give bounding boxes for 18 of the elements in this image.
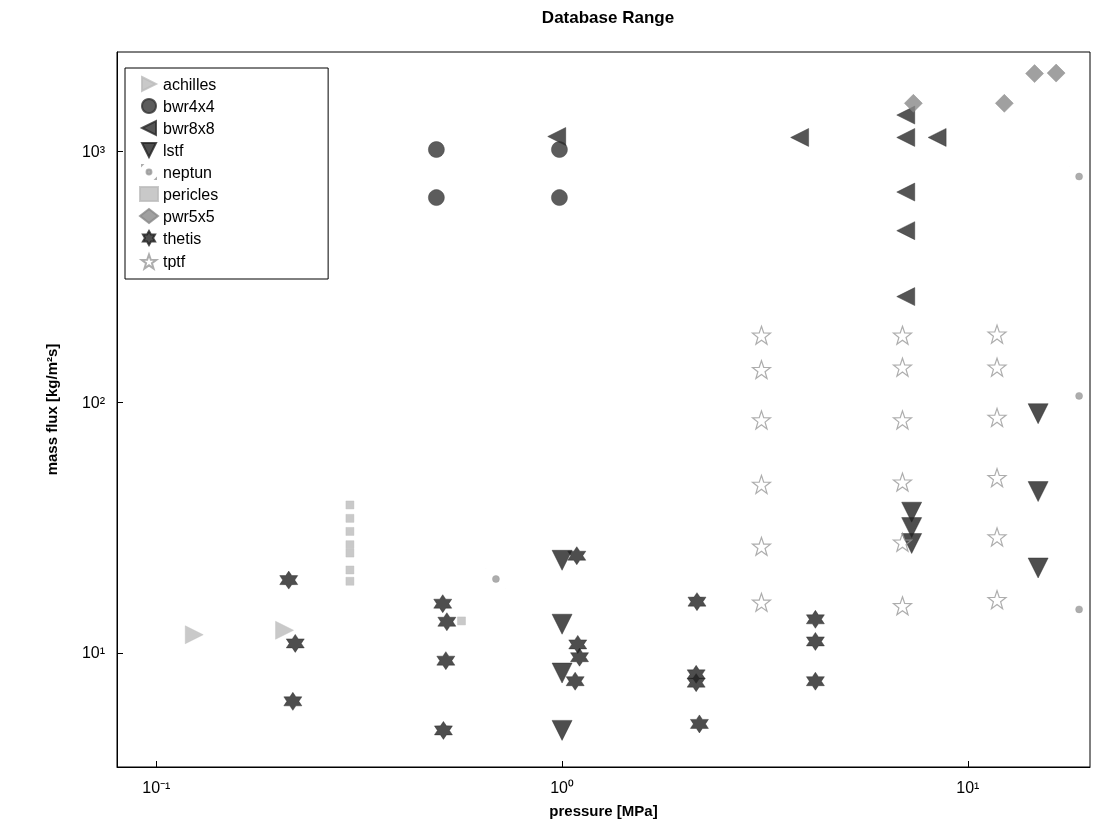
x-axis-title: pressure [MPa] [549, 802, 658, 819]
y-tick-label: 10¹ [81, 644, 105, 662]
x-tick-label: 10¹ [956, 778, 980, 796]
legend-label: lstf [163, 141, 184, 159]
legend-label: bwr8x8 [163, 119, 215, 137]
x-tick-label: 10⁻¹ [142, 778, 171, 796]
chart-title: Database Range [541, 8, 675, 27]
y-axis-title: mass flux [kg/m²s] [43, 343, 60, 476]
legend-label: pericles [163, 185, 219, 203]
legend-label: achilles [163, 75, 217, 93]
legend-label: bwr4x4 [163, 97, 215, 115]
legend-label: tptf [163, 253, 186, 270]
legend-label: pwr5x5 [163, 207, 215, 225]
y-tick-label: 10³ [81, 143, 106, 161]
legend-label: thetis [163, 229, 202, 247]
y-tick-label: 10² [81, 393, 106, 411]
x-tick-label: 10⁰ [550, 778, 574, 796]
legend-label: neptun [163, 163, 212, 181]
